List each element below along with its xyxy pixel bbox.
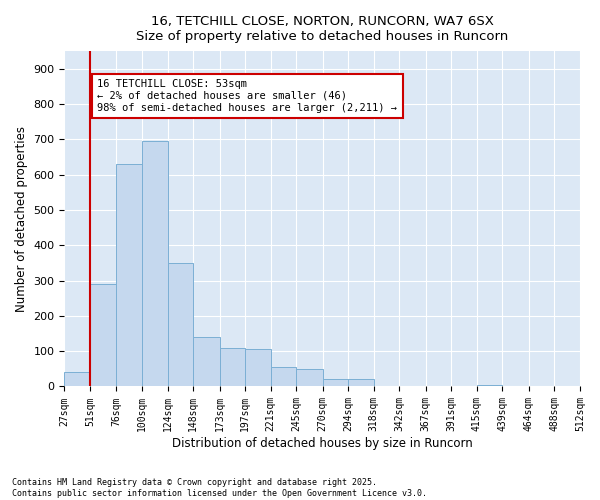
Bar bbox=[193, 337, 220, 386]
Y-axis label: Number of detached properties: Number of detached properties bbox=[15, 126, 28, 312]
Bar bbox=[245, 350, 271, 387]
X-axis label: Distribution of detached houses by size in Runcorn: Distribution of detached houses by size … bbox=[172, 437, 473, 450]
Bar bbox=[116, 164, 142, 386]
Bar bbox=[142, 141, 167, 386]
Bar bbox=[271, 367, 296, 386]
Text: 16 TETCHILL CLOSE: 53sqm
← 2% of detached houses are smaller (46)
98% of semi-de: 16 TETCHILL CLOSE: 53sqm ← 2% of detache… bbox=[97, 80, 397, 112]
Bar bbox=[167, 263, 193, 386]
Bar bbox=[220, 348, 245, 387]
Bar bbox=[90, 284, 116, 386]
Bar bbox=[323, 380, 348, 386]
Bar bbox=[348, 380, 374, 386]
Bar bbox=[64, 372, 90, 386]
Bar bbox=[296, 369, 323, 386]
Bar bbox=[477, 384, 502, 386]
Text: Contains HM Land Registry data © Crown copyright and database right 2025.
Contai: Contains HM Land Registry data © Crown c… bbox=[12, 478, 427, 498]
Title: 16, TETCHILL CLOSE, NORTON, RUNCORN, WA7 6SX
Size of property relative to detach: 16, TETCHILL CLOSE, NORTON, RUNCORN, WA7… bbox=[136, 15, 508, 43]
